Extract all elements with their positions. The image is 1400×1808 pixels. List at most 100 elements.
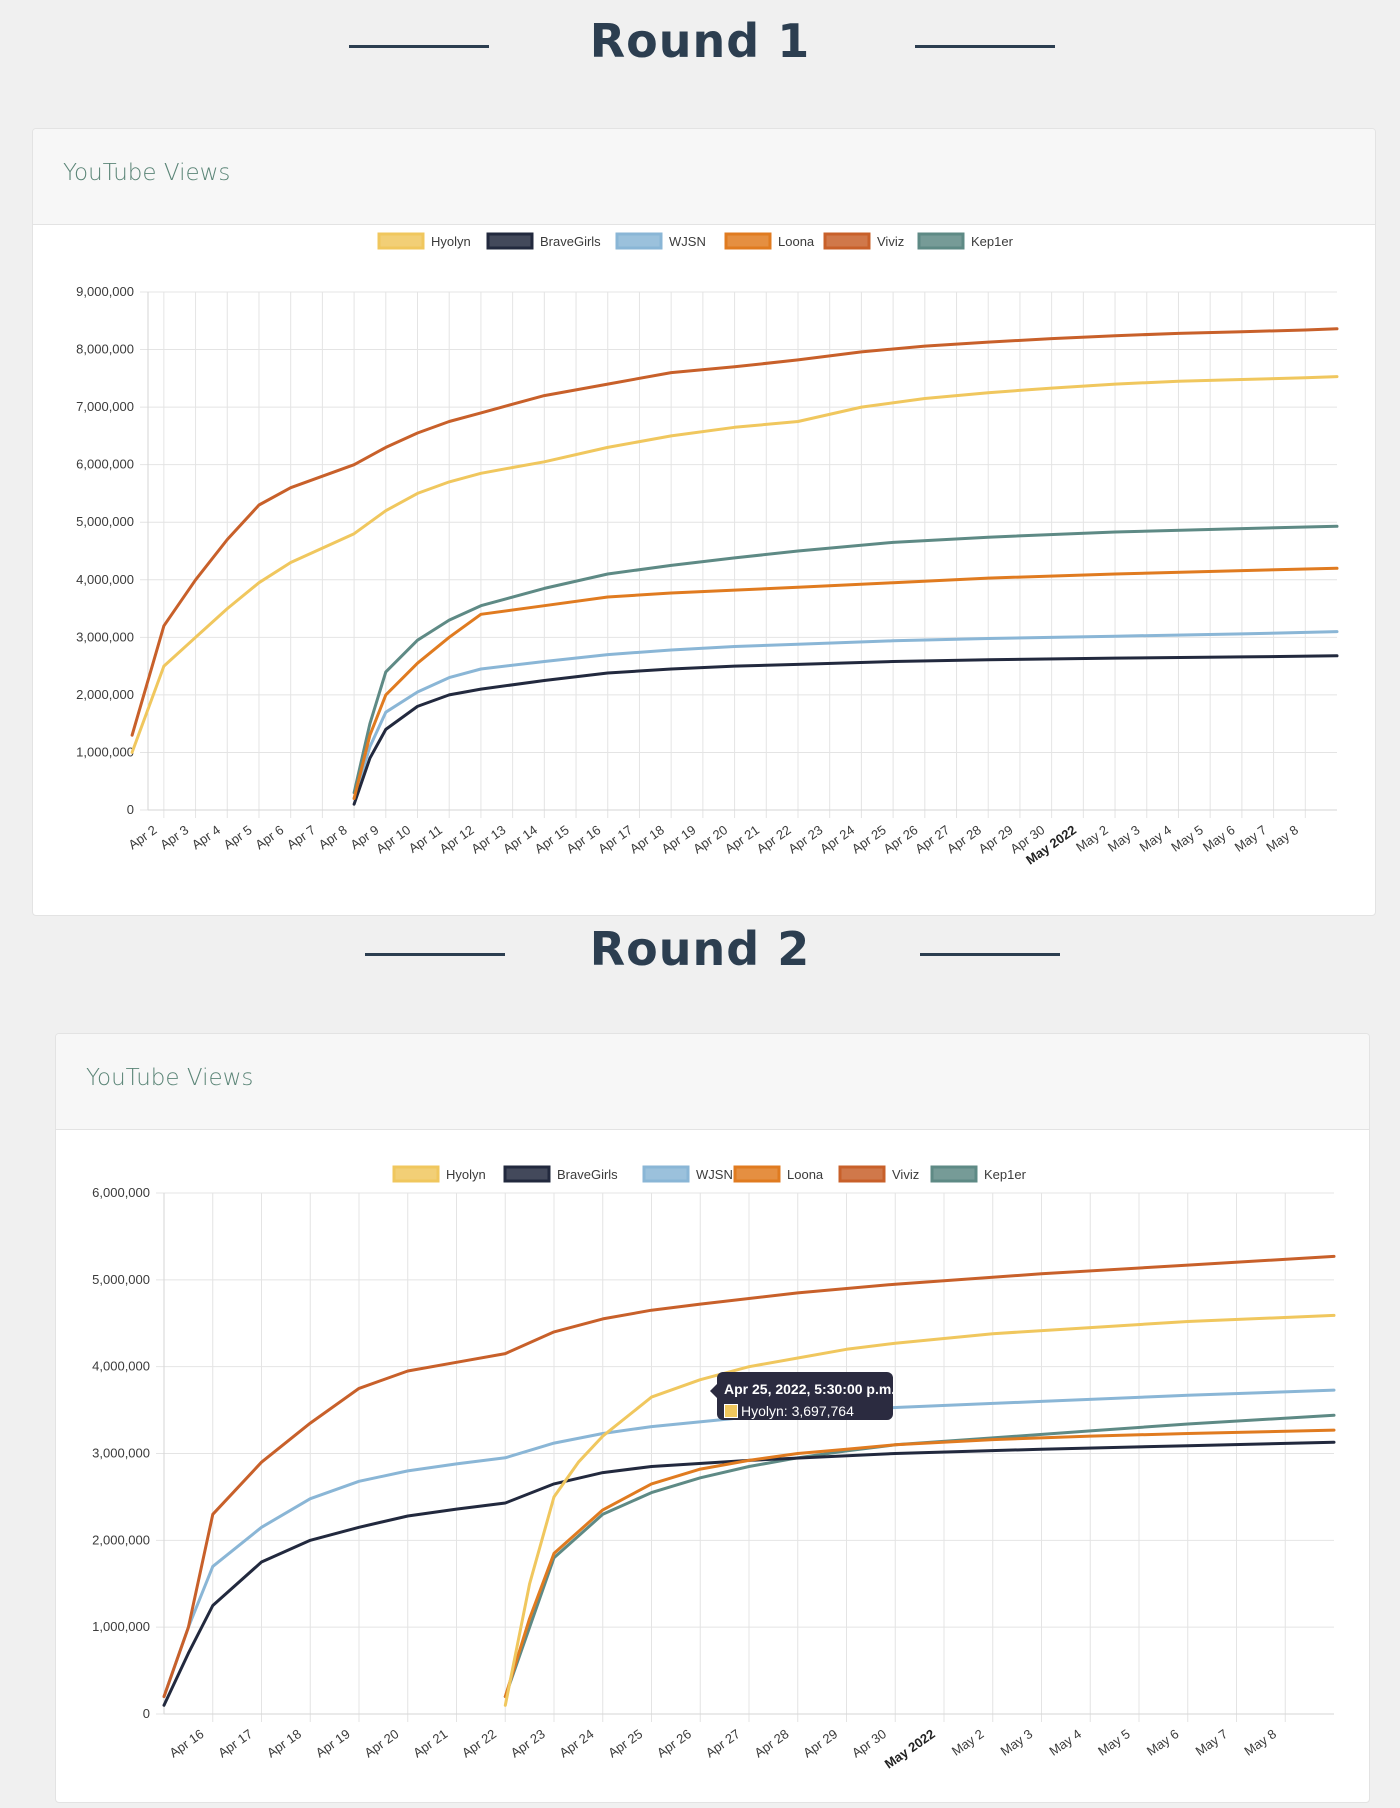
y-tick-label: 9,000,000 <box>76 284 134 299</box>
heading-rule-right <box>920 953 1060 956</box>
legend-label-hyolyn: Hyolyn <box>431 234 471 249</box>
x-tick-label: May 2 <box>949 1726 987 1759</box>
x-tick-label: Apr 13 <box>468 822 508 856</box>
x-tick-label: May 2 <box>1073 822 1111 855</box>
x-tick-label: Apr 26 <box>654 1726 694 1760</box>
x-tick-label: Apr 24 <box>556 1726 596 1760</box>
heading-rule-left <box>365 953 505 956</box>
x-tick-label: May 6 <box>1144 1726 1182 1759</box>
series-line-viviz <box>130 327 1339 737</box>
legend-swatch-bravegirls <box>486 232 534 250</box>
card-header: YouTube Views <box>56 1034 1369 1130</box>
y-tick-label: 5,000,000 <box>76 514 134 529</box>
card-header: YouTube Views <box>33 129 1375 225</box>
y-tick-label: 2,000,000 <box>76 687 134 702</box>
y-tick-label: 4,000,000 <box>92 1359 150 1374</box>
series-line-loona <box>503 1428 1336 1699</box>
x-tick-label: May 7 <box>1193 1726 1231 1759</box>
youtube-views-chart-round-1: 0 1,000,000 2,000,000 3,000,000 4,000,000 5,0… <box>76 232 1339 868</box>
x-tick-label: May 5 <box>1168 822 1206 855</box>
x-tick-label: Apr 21 <box>722 822 762 856</box>
x-tick-label: Apr 29 <box>800 1726 840 1760</box>
card-title: YouTube Views <box>63 160 231 186</box>
tooltip-swatch <box>724 1404 738 1418</box>
x-tick-label: Apr 2 <box>126 822 160 852</box>
legend-swatch-loona <box>724 232 772 250</box>
y-tick-label: 2,000,000 <box>92 1532 150 1547</box>
x-tick-label: Apr 7 <box>284 822 318 852</box>
legend-swatch-hyolyn <box>392 1165 440 1183</box>
legend-label-hyolyn: Hyolyn <box>446 1167 486 1182</box>
series-line-viviz <box>162 1254 1336 1699</box>
series-line-loona <box>352 566 1339 800</box>
x-tick-label: Apr 19 <box>313 1726 353 1760</box>
legend-label-bravegirls: BraveGirls <box>557 1167 618 1182</box>
legend-label-loona: Loona <box>778 234 815 249</box>
heading-rule-right <box>915 45 1055 48</box>
y-tick-label: 3,000,000 <box>92 1446 150 1461</box>
series-line-wjsn <box>352 630 1339 800</box>
x-tick-label: Apr 26 <box>881 822 921 856</box>
round-1-title: Round 1 <box>589 14 811 68</box>
x-tick-label: Apr 23 <box>508 1726 548 1760</box>
y-tick-label: 6,000,000 <box>76 457 134 472</box>
legend-label-kep1er: Kep1er <box>984 1167 1027 1182</box>
legend-swatch-viviz <box>823 232 871 250</box>
legend-label-wjsn: WJSN <box>696 1167 733 1182</box>
x-tick-label: Apr 16 <box>563 822 603 856</box>
y-tick-label: 7,000,000 <box>76 399 134 414</box>
x-tick-label: Apr 21 <box>410 1726 450 1760</box>
x-tick-label: Apr 22 <box>754 822 794 856</box>
legend-swatch-bravegirls <box>503 1165 551 1183</box>
x-tick-label: Apr 4 <box>189 822 223 852</box>
x-tick-label: Apr 25 <box>849 822 889 856</box>
x-tick-label: Apr 5 <box>221 822 255 852</box>
y-tick-label: 0 <box>127 802 134 817</box>
tooltip-value: Hyolyn: 3,697,764 <box>741 1403 854 1419</box>
x-tick-label: Apr 27 <box>912 822 952 856</box>
x-tick-label: May 7 <box>1232 822 1270 855</box>
series-line-wjsn <box>162 1388 1336 1699</box>
legend-swatch-kep1er <box>917 232 965 250</box>
x-tick-label: May 3 <box>1105 822 1143 855</box>
y-tick-label: 5,000,000 <box>92 1272 150 1287</box>
legend-label-bravegirls: BraveGirls <box>540 234 601 249</box>
x-tick-label: Apr 28 <box>944 822 984 856</box>
series-line-bravegirls <box>162 1440 1336 1707</box>
round-2-title: Round 2 <box>589 922 811 976</box>
x-tick-label: May 8 <box>1241 1726 1279 1759</box>
x-tick-label: Apr 23 <box>785 822 825 856</box>
x-tick-label: Apr 19 <box>659 822 699 856</box>
x-tick-label: Apr 17 <box>595 822 635 856</box>
y-tick-label: 1,000,000 <box>76 744 134 759</box>
x-tick-label: May 4 <box>1137 822 1175 855</box>
x-tick-label: Apr 27 <box>703 1726 743 1760</box>
y-tick-label: 8,000,000 <box>76 342 134 357</box>
x-tick-label: Apr 15 <box>532 822 572 856</box>
legend-swatch-kep1er <box>930 1165 978 1183</box>
x-tick-label: Apr 17 <box>215 1726 255 1760</box>
legend-swatch-wjsn <box>642 1165 690 1183</box>
legend-label-viviz: Viviz <box>877 234 904 249</box>
x-tick-label: May 3 <box>998 1726 1036 1759</box>
x-tick-label: Apr 16 <box>166 1726 206 1760</box>
series-line-kep1er <box>503 1413 1336 1699</box>
x-tick-label: Apr 8 <box>316 822 350 852</box>
x-tick-label: Apr 3 <box>157 822 191 852</box>
tooltip-title: Apr 25, 2022, 5:30:00 p.m. <box>724 1381 896 1397</box>
tooltip-row: Hyolyn: 3,697,764 <box>724 1403 886 1419</box>
legend-label-wjsn: WJSN <box>669 234 706 249</box>
x-tick-label: May 5 <box>1095 1726 1133 1759</box>
x-tick-label: May 2022 <box>882 1726 938 1771</box>
y-tick-label: 6,000,000 <box>92 1185 150 1200</box>
legend-swatch-loona <box>733 1165 781 1183</box>
x-tick-label: Apr 11 <box>406 822 445 856</box>
legend-label-kep1er: Kep1er <box>971 234 1014 249</box>
x-tick-label: Apr 18 <box>264 1726 304 1760</box>
x-tick-label: Apr 29 <box>976 822 1016 856</box>
x-tick-label: Apr 10 <box>373 822 413 856</box>
round-1-chart-card: YouTube Views 0 1,000,000 2,000,000 3,000,0… <box>32 128 1376 916</box>
x-tick-label: Apr 24 <box>817 822 857 856</box>
x-tick-label: May 6 <box>1200 822 1238 855</box>
y-tick-label: 3,000,000 <box>76 629 134 644</box>
